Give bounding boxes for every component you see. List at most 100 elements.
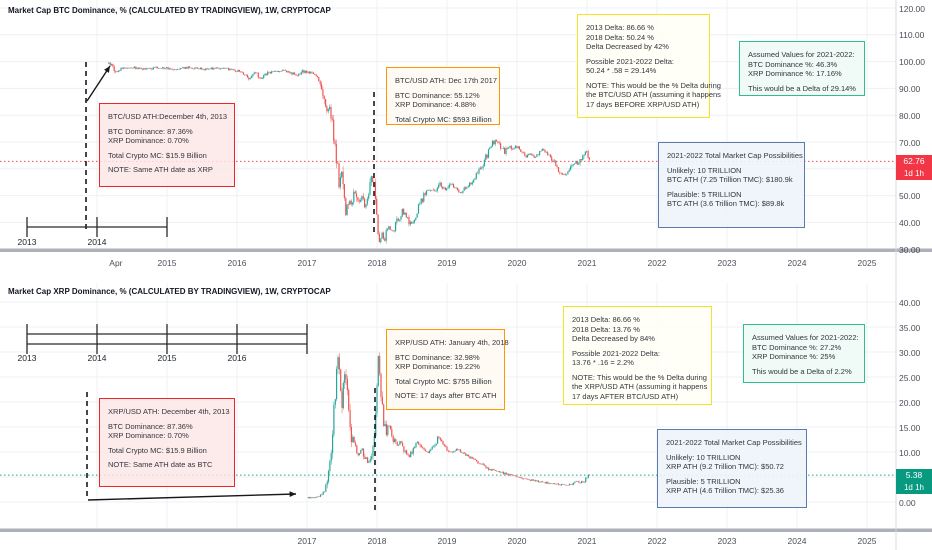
- y-axis-label: 30.00: [899, 244, 921, 255]
- annotation-text-line: NOTE: This would be the % Delta during: [572, 372, 707, 382]
- date-ruler-label: 2014: [87, 237, 107, 247]
- y-axis-label: 40.00: [899, 217, 921, 228]
- date-ruler-label: 2013: [17, 237, 37, 247]
- x-axis-label: 2024: [787, 258, 807, 268]
- y-axis-label: 35.00: [899, 322, 921, 333]
- x-axis-label: 2020: [507, 258, 527, 268]
- y-axis-label: 70.00: [899, 137, 921, 148]
- y-axis-label: 110.00: [899, 30, 925, 41]
- annotation-text-line: XRP Dominance %: 17.16%: [748, 69, 842, 78]
- annotation-text-line: BTC Dominance %: 46.3%: [748, 59, 838, 69]
- x-axis-label: 2024: [787, 536, 807, 546]
- annotation-box-blue-xrp[interactable]: 2021-2022 Total Market Cap Possibilities…: [657, 429, 807, 508]
- x-axis-label: 2018: [367, 258, 387, 268]
- x-axis-label: 2020: [507, 536, 527, 546]
- annotation-text-line: NOTE: This would be the % Delta during: [586, 80, 721, 90]
- annotation-text-line: XRP Dominance: 0.70%: [108, 431, 189, 440]
- annotation-box-yellow-btc[interactable]: 2013 Delta: 86.66 % 2018 Delta: 50.24 % De…: [577, 14, 721, 118]
- annotation-text-line: Total Crypto MC: $755 Billion: [395, 376, 492, 386]
- date-ruler-label: 2016: [227, 353, 247, 363]
- x-axis-label: 2025: [857, 536, 877, 546]
- annotation-text-line: Possible 2021-2022 Delta:: [572, 348, 660, 358]
- x-axis-label: 2021: [577, 536, 597, 546]
- x-axis-label: 2019: [437, 258, 457, 268]
- y-axis-label: 15.00: [899, 422, 921, 433]
- annotation-text-line: 17 days BEFORE XRP/USD ATH): [586, 99, 700, 109]
- annotation-box-red-xrp[interactable]: XRP/USD ATH: December 4th, 2013 BTC Domin…: [99, 398, 235, 487]
- annotation-text-line: BTC Dominance: 32.98%: [395, 352, 480, 362]
- x-axis-label: 2022: [647, 536, 667, 546]
- chart-title-xrp-dominance: Market Cap XRP Dominance, % (CALCULATED …: [8, 287, 331, 296]
- annotation-text-line: the XRP/USD ATH (assuming it happens: [572, 382, 708, 391]
- x-axis-label: 2017: [297, 258, 317, 268]
- y-axis-label: 120.00: [899, 3, 925, 14]
- date-ruler-label: 2015: [157, 353, 177, 363]
- y-axis-label: 90.00: [899, 83, 921, 94]
- annotation-text-line: XRP Dominance: 0.70%: [108, 136, 189, 145]
- annotation-text-line: 2021-2022 Total Market Cap Possibilities: [667, 151, 803, 160]
- last-price-badge-xrp: 5.38: [896, 468, 932, 482]
- annotation-text-line: XRP ATH (4.6 Trillion TMC): $25.36: [666, 486, 784, 495]
- annotation-text-line: BTC ATH (3.6 Trillion TMC): $89.8k: [667, 199, 785, 208]
- annotation-box-green-xrp[interactable]: Assumed Values for 2021-2022: BTC Dominan…: [743, 324, 865, 383]
- y-axis-label: 80.00: [899, 110, 921, 121]
- x-axis-label: 2018: [367, 536, 387, 546]
- y-axis-label: 40.00: [899, 297, 921, 308]
- y-axis-label: 100.00: [899, 57, 925, 68]
- annotation-text-line: Total Crypto MC: $15.9 Billion: [108, 445, 207, 455]
- y-axis-label: 30.00: [899, 347, 921, 358]
- countdown-badge-btc: 1d 1h: [896, 168, 932, 181]
- countdown-badge-xrp: 1d 1h: [896, 482, 932, 495]
- annotation-text-line: the BTC/USD ATH (assuming it happens: [586, 90, 721, 99]
- annotation-text-line: Delta Decreased by 84%: [572, 334, 655, 343]
- annotation-box-yellow-xrp[interactable]: 2013 Delta: 86.66 % 2018 Delta: 13.76 % De…: [563, 306, 712, 405]
- y-axis-label: 10.00: [899, 447, 921, 458]
- annotation-text-line: Delta Decreased by 42%: [586, 42, 669, 51]
- annotation-text-line: XRP/USD ATH: January 4th, 2018: [395, 338, 509, 347]
- annotation-text-line: 17 days AFTER BTC/USD ATH): [572, 391, 679, 401]
- annotation-text-line: 2013 Delta: 86.66 %: [586, 23, 654, 32]
- annotation-text-line: Plausible: 5 TRILLION: [666, 476, 741, 486]
- annotation-box-orange-xrp[interactable]: XRP/USD ATH: January 4th, 2018 BTC Domina…: [386, 329, 509, 410]
- annotation-text-line: BTC/USD ATH:December 4th, 2013: [108, 112, 228, 121]
- annotation-text-line: Possible 2021-2022 Delta:: [586, 56, 674, 66]
- y-axis-label: 20.00: [899, 397, 921, 408]
- x-axis-label: 2015: [157, 258, 177, 268]
- annotation-text-line: BTC/USD ATH: Dec 17th 2017: [395, 76, 497, 85]
- annotation-box-blue-btc[interactable]: 2021-2022 Total Market Cap Possibilities…: [658, 142, 805, 228]
- annotation-text-line: 13.76 * .16 = 2.2%: [572, 358, 634, 367]
- date-ruler-label: 2013: [17, 353, 37, 363]
- annotation-box-red-btc[interactable]: BTC/USD ATH:December 4th, 2013 BTC Domina…: [99, 103, 235, 187]
- annotation-text-line: Unlikely: 10 TRILLION: [667, 165, 742, 175]
- annotation-text-line: BTC Dominance: 87.36%: [108, 421, 193, 431]
- annotation-text-line: Assumed Values for 2021-2022:: [752, 333, 859, 342]
- x-axis-label: 2023: [717, 258, 737, 268]
- x-axis-label: 2016: [227, 258, 247, 268]
- x-axis-label: 2023: [717, 536, 737, 546]
- annotation-text-line: XRP ATH (9.2 Trillion TMC): $50.72: [666, 462, 784, 471]
- annotation-text-line: BTC ATH (7.25 Trillion TMC): $180.9k: [667, 175, 793, 184]
- annotation-text-line: XRP Dominance: 19.22%: [395, 362, 480, 371]
- annotation-text-line: NOTE: Same ATH date as XRP: [108, 165, 213, 174]
- price-axis[interactable]: [896, 0, 932, 550]
- x-axis-label: 2017: [297, 536, 317, 546]
- annotation-text-line: NOTE: Same ATH date as BTC: [108, 460, 213, 469]
- annotation-text-line: 2013 Delta: 86.66 %: [572, 315, 640, 324]
- annotation-text-line: Total Crypto MC: $593 Billion: [395, 114, 492, 124]
- annotation-box-green-btc[interactable]: Assumed Values for 2021-2022: BTC Dominan…: [739, 41, 865, 96]
- date-ruler-label: 2014: [87, 353, 107, 363]
- x-axis-label: 2019: [437, 536, 457, 546]
- annotation-text-line: This would be a Delta of 2.2%: [752, 366, 852, 376]
- y-axis-label: 0.00: [899, 497, 916, 508]
- annotation-text-line: This would be a Delta of 29.14%: [748, 83, 856, 93]
- annotation-text-line: NOTE: 17 days after BTC ATH: [395, 391, 497, 400]
- annotation-text-line: XRP/USD ATH: December 4th, 2013: [108, 407, 230, 416]
- x-axis-label: 2022: [647, 258, 667, 268]
- annotation-box-orange-btc[interactable]: BTC/USD ATH: Dec 17th 2017 BTC Dominance:…: [386, 67, 500, 125]
- annotation-text-line: XRP Dominance: 4.88%: [395, 100, 476, 109]
- annotation-text-line: BTC Dominance: 55.12%: [395, 90, 480, 100]
- x-axis-label: 2025: [857, 258, 877, 268]
- annotation-text-line: 2018 Delta: 50.24 %: [586, 32, 654, 42]
- chart-title-btc-dominance: Market Cap BTC Dominance, % (CALCULATED …: [8, 6, 331, 15]
